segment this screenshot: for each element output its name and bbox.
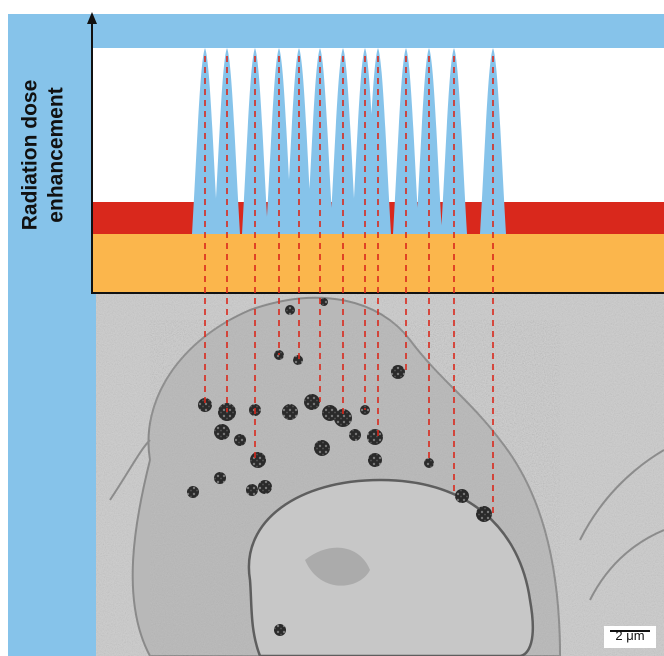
y-axis-title: Radiation dose enhancement <box>8 30 78 280</box>
dose-peak <box>480 48 506 234</box>
guide-lines <box>204 56 494 514</box>
dose-peak <box>307 48 333 234</box>
y-axis-title-line2: enhancement <box>44 87 67 223</box>
dose-peak <box>242 48 268 234</box>
dose-peaks <box>192 48 506 234</box>
scale-bar-label: 2 μm <box>615 628 645 643</box>
dose-peak <box>365 48 391 234</box>
frame-top-bar <box>8 14 664 48</box>
dose-peak <box>330 48 356 234</box>
dose-peak <box>286 48 312 234</box>
dose-peak <box>214 48 240 234</box>
dose-peak <box>393 48 419 234</box>
dose-peak <box>441 48 467 234</box>
y-axis-arrowhead <box>87 12 97 24</box>
electron-micrograph <box>96 294 664 656</box>
y-axis-title-line1: Radiation dose <box>18 79 41 231</box>
dose-peak <box>416 48 442 234</box>
frame-left-bar <box>8 14 96 656</box>
cell-nucleus <box>247 478 535 656</box>
baseline-dose-band <box>92 234 664 293</box>
dose-peak <box>192 48 218 234</box>
dose-peak <box>266 48 292 234</box>
